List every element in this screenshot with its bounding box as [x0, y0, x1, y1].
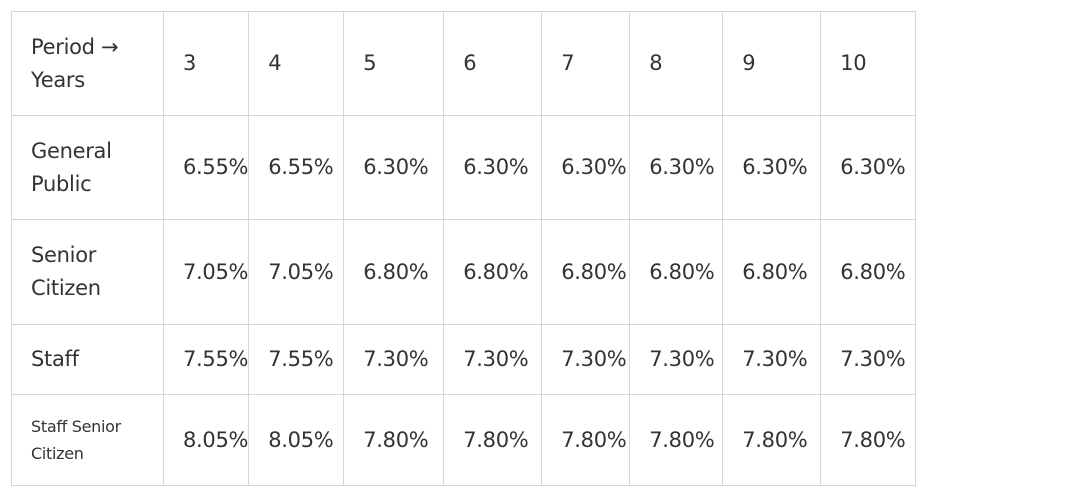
rate-cell: 7.30%	[443, 324, 543, 395]
table-row-senior-citizen: Senior Citizen 7.05% 7.05% 6.80% 6.80% 6…	[11, 219, 917, 325]
rate-cell: 7.30%	[820, 324, 917, 395]
period-cell: 4	[248, 11, 345, 116]
rate-cell: 7.80%	[820, 394, 917, 486]
rate-cell: 6.80%	[343, 219, 445, 325]
row-label-cell: Staff Senior Citizen	[11, 394, 164, 486]
row-label-cell: Senior Citizen	[11, 219, 164, 325]
row-label-cell: General Public	[11, 115, 164, 220]
row-label-line1: Staff	[31, 347, 79, 371]
period-cell: 3	[162, 11, 250, 116]
rate-cell: 7.80%	[343, 394, 445, 486]
row-label-line2: Public	[31, 171, 92, 196]
period-cell: 9	[722, 11, 822, 116]
rate-cell: 7.05%	[248, 219, 345, 325]
period-cell: 8	[629, 11, 724, 116]
rate-cell: 6.30%	[722, 115, 822, 220]
rate-cell: 6.30%	[541, 115, 631, 220]
rate-cell: 6.80%	[541, 219, 631, 325]
rate-cell: 7.80%	[722, 394, 822, 486]
period-cell: 7	[541, 11, 631, 116]
rate-cell: 6.80%	[820, 219, 917, 325]
rate-cell: 8.05%	[248, 394, 345, 486]
table-row-staff: Staff 7.55% 7.55% 7.30% 7.30% 7.30% 7.30…	[11, 324, 917, 395]
rate-cell: 6.80%	[722, 219, 822, 325]
row-label-line1: Staff Senior	[31, 417, 121, 436]
row-label-line1: General	[31, 138, 112, 163]
header-label-line2: Years	[31, 67, 85, 92]
rate-cell: 7.05%	[162, 219, 250, 325]
rate-cell: 7.55%	[248, 324, 345, 395]
rate-cell: 8.05%	[162, 394, 250, 486]
table-row-general-public: General Public 6.55% 6.55% 6.30% 6.30% 6…	[11, 115, 917, 220]
rate-cell: 6.30%	[820, 115, 917, 220]
table-row-staff-senior-citizen: Staff Senior Citizen 8.05% 8.05% 7.80% 7…	[11, 394, 917, 486]
period-cell: 6	[443, 11, 543, 116]
period-years-header-cell: Period → Years	[11, 11, 164, 116]
rate-cell: 7.30%	[629, 324, 724, 395]
rate-cell: 6.80%	[629, 219, 724, 325]
rate-cell: 6.55%	[162, 115, 250, 220]
interest-rate-table: Period → Years 3 4 5 6 7 8 9 10 General …	[11, 11, 917, 486]
row-label-line2: Citizen	[31, 276, 101, 300]
row-label-line2: Citizen	[31, 444, 84, 463]
rate-cell: 7.30%	[722, 324, 822, 395]
table-header-row: Period → Years 3 4 5 6 7 8 9 10	[11, 11, 917, 116]
rate-cell: 7.80%	[541, 394, 631, 486]
row-label-line1: Senior	[31, 243, 97, 267]
rate-cell: 6.55%	[248, 115, 345, 220]
rate-cell: 6.30%	[343, 115, 445, 220]
period-cell: 5	[343, 11, 445, 116]
rate-cell: 6.80%	[443, 219, 543, 325]
rate-cell: 7.55%	[162, 324, 250, 395]
rate-cell: 7.30%	[541, 324, 631, 395]
rate-cell: 6.30%	[629, 115, 724, 220]
row-label-cell: Staff	[11, 324, 164, 395]
rate-cell: 7.80%	[629, 394, 724, 486]
rate-cell: 7.80%	[443, 394, 543, 486]
header-label-line1: Period →	[31, 34, 119, 59]
rate-cell: 7.30%	[343, 324, 445, 395]
rate-cell: 6.30%	[443, 115, 543, 220]
period-cell: 10	[820, 11, 917, 116]
